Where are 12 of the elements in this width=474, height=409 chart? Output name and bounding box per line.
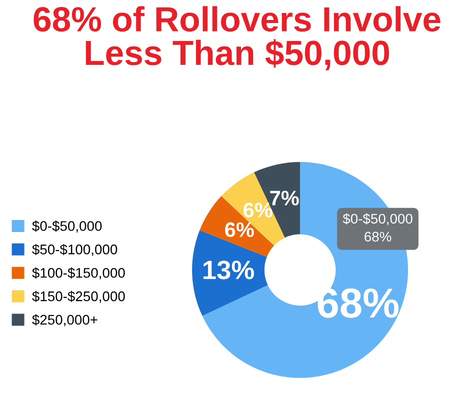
text: $0-$50,000 68%	[342, 213, 412, 242]
data-label: 68%	[318, 288, 399, 318]
data-label: 6%	[225, 222, 254, 238]
chart-title: 68% of Rollovers Involve Less Than $50,000	[34, 6, 440, 70]
data-label: 13%	[204, 260, 254, 280]
legend-label: $250,000+	[32, 314, 98, 326]
legend-label: $50-$100,000	[32, 244, 118, 256]
legend-label: $150-$250,000	[32, 290, 125, 303]
legend-label: $100-$150,000	[32, 267, 125, 280]
legend-label: $0-$50,000	[32, 220, 102, 233]
data-label: 6%	[244, 202, 272, 218]
data-label: 7%	[270, 190, 299, 206]
